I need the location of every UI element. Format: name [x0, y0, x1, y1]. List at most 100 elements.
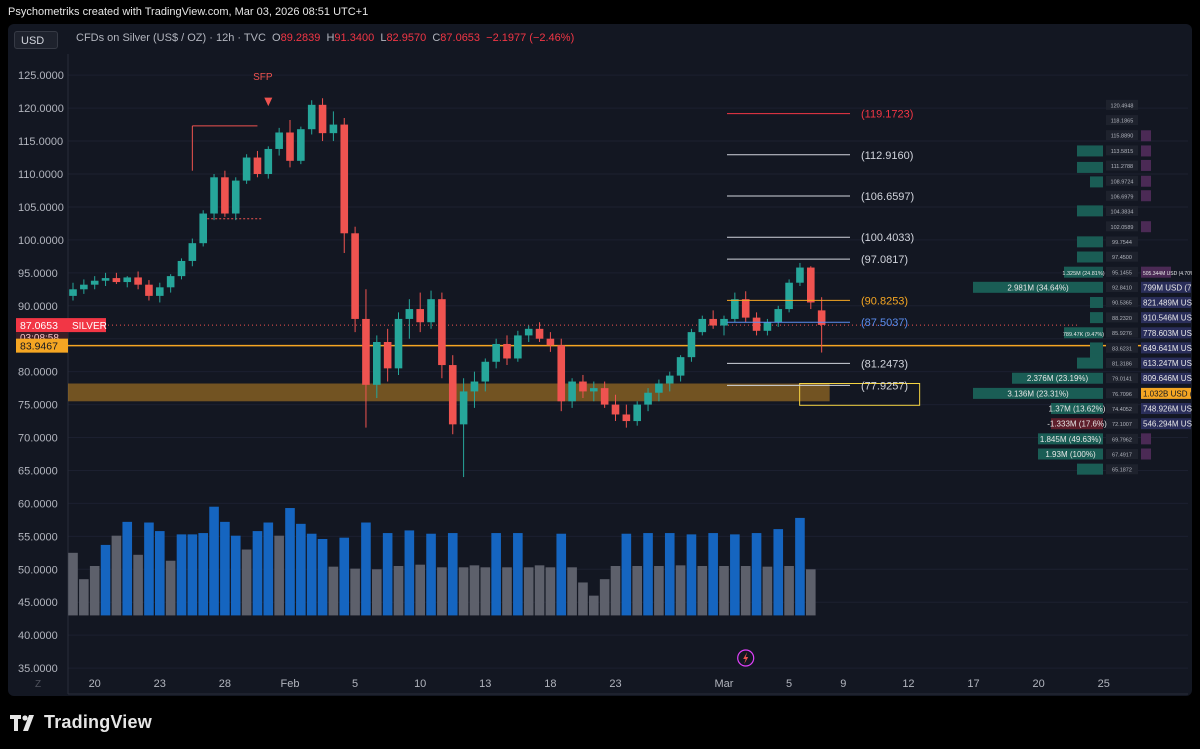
- x-tick-label: 12: [902, 678, 914, 690]
- y-tick-label: 65.0000: [18, 465, 58, 477]
- volume-bar: [556, 533, 567, 616]
- y-tick-label: 45.0000: [18, 597, 58, 609]
- profile-right-label: 799M USD (7.0: [1143, 283, 1192, 292]
- candle-body: [80, 284, 88, 290]
- candle-body: [275, 132, 283, 149]
- volume-bar: [252, 531, 263, 616]
- volume-bar: [198, 533, 208, 616]
- profile-right-bar: [1141, 190, 1151, 202]
- candle-body: [156, 287, 164, 296]
- tradingview-wordmark: TradingView: [44, 712, 152, 732]
- volume-bar: [328, 566, 339, 616]
- candle-body: [579, 381, 587, 392]
- legend-open: 89.2839: [280, 32, 321, 44]
- candle-body: [90, 280, 99, 285]
- profile-price-label: 65.1872: [1112, 468, 1132, 474]
- y-tick-label: 90.0000: [18, 301, 58, 313]
- profile-left-bar: [1077, 145, 1103, 157]
- volume-bar: [230, 535, 241, 616]
- candle-body: [600, 388, 609, 405]
- x-tick-label: 20: [89, 678, 101, 690]
- profile-price-label: 83.6231: [1112, 346, 1132, 352]
- attribution-text: Psychometriks created with TradingView.c…: [8, 6, 369, 18]
- level-label: (97.0817): [861, 254, 908, 266]
- volume-bar: [187, 534, 198, 616]
- profile-price-label: 95.1455: [1112, 270, 1132, 276]
- level-label: (81.2473): [861, 358, 908, 370]
- candle-body: [557, 345, 566, 402]
- profile-left-bar: [1064, 266, 1103, 278]
- level-label: (100.4033): [861, 232, 914, 244]
- y-tick-label: 55.0000: [18, 531, 58, 543]
- x-tick-label: Mar: [715, 678, 734, 690]
- profile-price-cell: [1106, 130, 1138, 141]
- profile-left-bar: [1064, 327, 1103, 339]
- candle-body: [188, 243, 197, 261]
- profile-right-label: 821.489M USD: [1143, 298, 1192, 307]
- profile-left-bar: [1090, 296, 1103, 308]
- volume-bar: [491, 533, 501, 616]
- profile-price-label: 76.7096: [1112, 392, 1132, 398]
- candle-body: [264, 148, 273, 174]
- profile-price-label: 118.1865: [1111, 119, 1134, 125]
- tradingview-logo[interactable]: TradingView: [10, 712, 152, 733]
- volume-bar: [317, 538, 328, 616]
- profile-right-label: 1.032B USD (10: [1143, 389, 1192, 398]
- profile-left-label: 3.136M (23.31%): [1007, 389, 1069, 398]
- profile-left-bar: [1077, 205, 1103, 217]
- profile-left-bar: [973, 281, 1103, 293]
- profile-right-bar: [1141, 221, 1151, 233]
- profile-right-bar: [1141, 175, 1151, 187]
- volume-bar: [751, 533, 762, 616]
- candle-body: [123, 277, 132, 283]
- level-label: (119.1723): [861, 109, 913, 121]
- volume-bar: [165, 560, 176, 616]
- volume-bar: [100, 544, 111, 616]
- y-tick-label: 100.0000: [18, 235, 64, 247]
- volume-bar: [426, 533, 436, 616]
- profile-right-bar: [1141, 327, 1191, 339]
- x-tick-label: Feb: [281, 678, 300, 690]
- profile-left-bar: [1090, 342, 1103, 354]
- volume-bar: [176, 534, 187, 616]
- profile-price-cell: [1106, 312, 1138, 323]
- candle-body: [166, 276, 175, 288]
- candle-body: [698, 318, 707, 333]
- volume-bar: [773, 529, 784, 616]
- profile-right-bar: [1141, 312, 1191, 324]
- profile-price-cell: [1106, 190, 1138, 201]
- profile-price-label: 69.7962: [1112, 437, 1132, 443]
- level-label: (87.5037): [861, 317, 908, 329]
- x-tick-label: 5: [786, 678, 792, 690]
- profile-price-cell: [1106, 115, 1138, 126]
- volume-bar: [806, 569, 816, 616]
- y-tick-label: 35.0000: [18, 663, 58, 675]
- candle-body: [590, 388, 598, 392]
- candle-body: [709, 318, 717, 326]
- level-label: (77.9257): [861, 380, 908, 392]
- volume-bar: [133, 554, 143, 616]
- profile-left-label: -1.333M (17.6%): [1047, 420, 1107, 429]
- volume-bar: [567, 567, 577, 616]
- profile-left-bar: [1077, 236, 1103, 248]
- candle-body: [438, 299, 446, 366]
- y-tick-label: 40.0000: [18, 630, 58, 642]
- currency-button[interactable]: USD: [14, 31, 58, 49]
- volume-bar: [458, 567, 469, 616]
- candle-body: [448, 365, 457, 425]
- profile-price-cell: [1106, 464, 1138, 475]
- volume-bar: [296, 523, 306, 616]
- profile-price-cell: [1106, 403, 1138, 414]
- volume-bar: [795, 517, 805, 616]
- profile-price-cell: [1106, 236, 1138, 247]
- profile-price-cell: [1106, 221, 1138, 232]
- profile-price-cell: [1106, 99, 1138, 110]
- profile-left-bar: [1077, 161, 1103, 173]
- sfp-label: SFP: [253, 72, 273, 83]
- volume-bar: [708, 533, 718, 616]
- profile-left-label: 1.93M (100%): [1045, 450, 1096, 459]
- price-chart[interactable]: 125.0000 120.0000 115.0000 110.0000 105.0000…: [8, 24, 1192, 696]
- volume-bar: [415, 564, 425, 616]
- volume-bar: [654, 566, 664, 616]
- profile-price-label: 111.2788: [1111, 164, 1133, 170]
